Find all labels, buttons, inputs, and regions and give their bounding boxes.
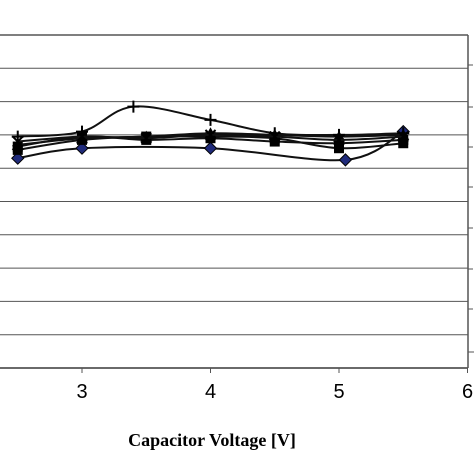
x-tick-label: 6 xyxy=(462,381,473,403)
series-1 xyxy=(11,124,410,167)
plot-frame xyxy=(0,35,474,369)
data-point xyxy=(204,113,217,126)
x-tick-label: 4 xyxy=(205,381,216,403)
data-point xyxy=(338,153,353,167)
series-6 xyxy=(12,129,409,148)
data-point xyxy=(334,143,344,154)
x-tick-label: 5 xyxy=(333,381,344,403)
data-point xyxy=(398,138,409,149)
data-point xyxy=(203,141,218,155)
data-point xyxy=(12,135,24,148)
x-tick-labels: 3 4 5 6 xyxy=(76,368,473,403)
data-point xyxy=(269,130,281,143)
data-point xyxy=(333,130,345,142)
data-point xyxy=(204,129,217,141)
series-group xyxy=(11,100,410,167)
data-point xyxy=(76,130,88,143)
x-axis-label: Capacitor Voltage [V] xyxy=(128,430,296,450)
data-point xyxy=(127,100,140,113)
data-point xyxy=(333,134,345,146)
data-point xyxy=(11,151,25,165)
data-point xyxy=(75,141,89,155)
data-point xyxy=(140,132,152,144)
data-point xyxy=(11,138,24,150)
data-point xyxy=(397,130,409,143)
gridlines xyxy=(0,34,468,369)
x-tick-label: 3 xyxy=(76,381,87,403)
